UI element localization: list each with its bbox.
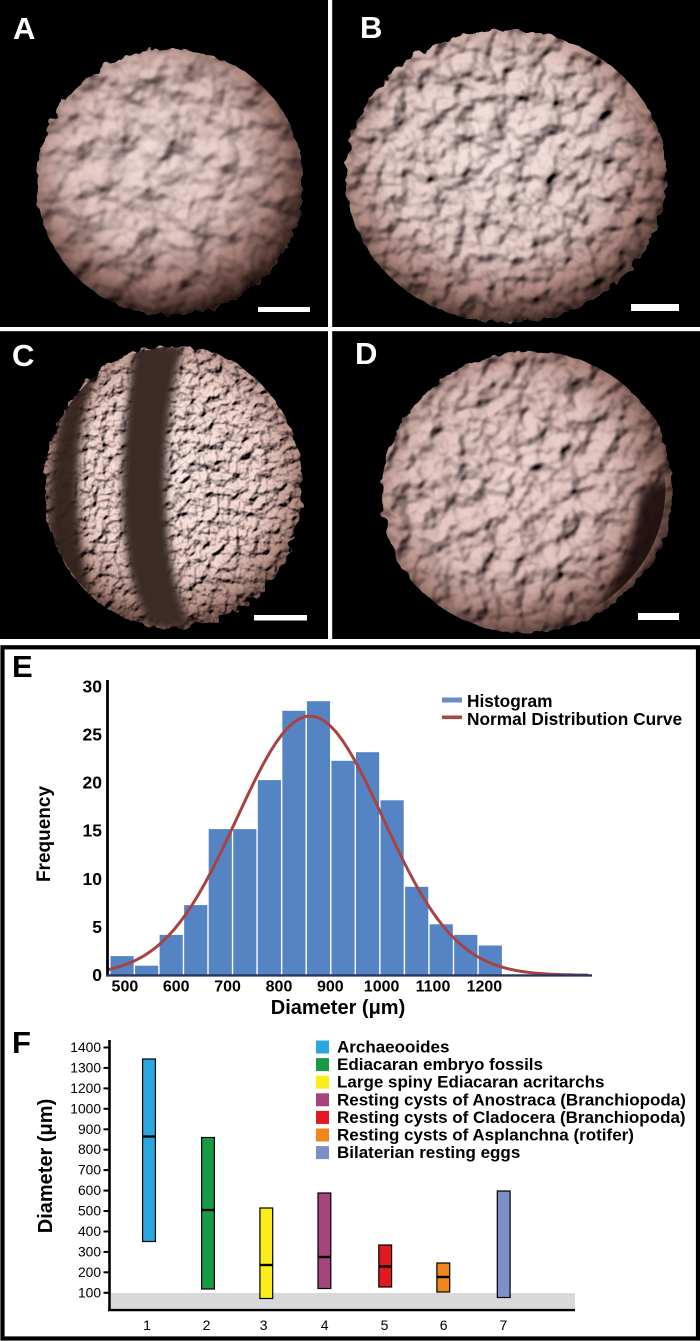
svg-text:400: 400 [78,1224,101,1239]
svg-text:3: 3 [260,1317,268,1333]
svg-text:500: 500 [112,979,139,996]
svg-text:700: 700 [78,1163,101,1178]
svg-text:Frequency: Frequency [34,786,55,883]
svg-text:1300: 1300 [70,1060,101,1075]
svg-text:B: B [360,10,382,45]
svg-text:Ediacaran embryo fossils: Ediacaran embryo fossils [337,1055,543,1074]
svg-text:Diameter (μm): Diameter (μm) [271,997,406,1019]
svg-text:1000: 1000 [70,1101,101,1116]
svg-text:Diameter (μm): Diameter (μm) [35,1099,57,1234]
svg-text:4: 4 [321,1317,329,1333]
svg-text:0: 0 [92,965,102,985]
svg-text:600: 600 [78,1183,101,1198]
svg-text:1100: 1100 [416,979,451,996]
svg-text:900: 900 [78,1122,101,1137]
svg-text:A: A [13,11,35,46]
svg-text:5: 5 [381,1317,389,1333]
svg-text:15: 15 [83,821,103,841]
svg-text:Normal Distribution Curve: Normal Distribution Curve [467,709,682,729]
svg-text:1000: 1000 [364,979,400,996]
svg-text:2: 2 [203,1317,211,1333]
svg-text:10: 10 [83,869,103,889]
svg-text:Resting cysts of Anostraca (Br: Resting cysts of Anostraca (Branchiopoda… [337,1090,686,1109]
svg-text:200: 200 [78,1265,101,1280]
svg-text:30: 30 [83,677,103,697]
svg-text:Histogram: Histogram [467,691,552,711]
svg-text:Resting cysts of Cladocera (Br: Resting cysts of Cladocera (Branchiopoda… [337,1108,686,1127]
svg-text:800: 800 [266,979,293,996]
svg-text:900: 900 [317,979,344,996]
svg-text:6: 6 [440,1317,448,1333]
svg-text:F: F [12,1025,31,1060]
svg-text:700: 700 [214,979,241,996]
svg-text:500: 500 [78,1204,101,1219]
svg-text:600: 600 [163,979,190,996]
svg-text:Archaeooides: Archaeooides [337,1038,449,1057]
svg-text:1: 1 [143,1317,151,1333]
svg-text:Large spiny Ediacaran acritarc: Large spiny Ediacaran acritarchs [337,1073,604,1092]
svg-text:20: 20 [83,773,103,793]
svg-text:E: E [12,649,33,684]
svg-text:C: C [12,338,34,373]
svg-text:800: 800 [78,1142,101,1157]
svg-text:1200: 1200 [467,979,503,996]
svg-text:Bilaterian resting eggs: Bilaterian resting eggs [337,1143,520,1162]
svg-text:25: 25 [83,725,103,745]
svg-text:5: 5 [92,917,102,937]
svg-text:1400: 1400 [70,1040,101,1055]
svg-text:D: D [355,336,377,371]
svg-text:7: 7 [500,1317,508,1333]
svg-text:100: 100 [78,1285,101,1300]
svg-text:1200: 1200 [70,1081,101,1096]
svg-text:Resting cysts of Asplanchna (r: Resting cysts of Asplanchna (rotifer) [337,1126,634,1145]
svg-text:300: 300 [78,1244,101,1259]
